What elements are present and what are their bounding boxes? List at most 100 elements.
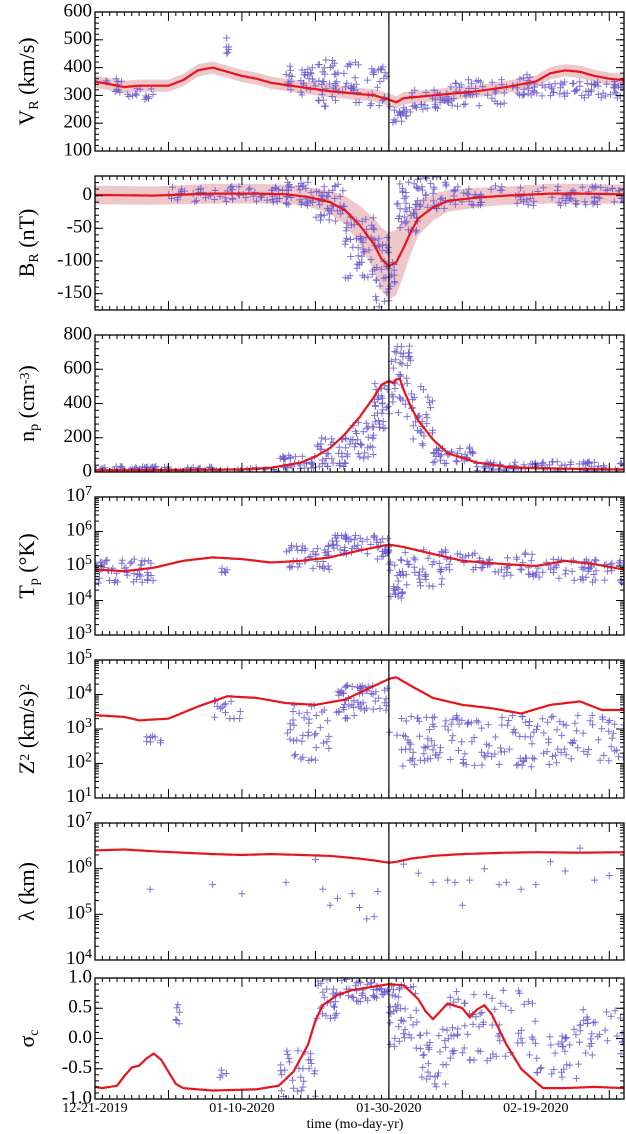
obs-point: [469, 1020, 477, 1028]
obs-point: [282, 70, 290, 78]
obs-point: [472, 564, 480, 571]
obs-point: [498, 183, 506, 191]
obs-point: [427, 404, 434, 412]
obs-point: [553, 759, 561, 767]
model-line-z2: [95, 676, 624, 722]
obs-point: [96, 558, 104, 566]
obs-point: [329, 186, 337, 194]
obs-point: [413, 714, 421, 722]
obs-point: [357, 979, 365, 987]
obs-point: [312, 744, 320, 752]
obs-point: [218, 703, 226, 711]
x-tick-label: 01-10-2020: [209, 1101, 274, 1116]
obs-point: [222, 43, 230, 51]
obs-point: [448, 101, 456, 109]
y-tick-label-tp: 104: [66, 587, 92, 610]
obs-point: [594, 78, 602, 86]
obs-point: [459, 1049, 467, 1057]
obs-point: [574, 744, 582, 752]
plot-area-br: [95, 176, 624, 310]
obs-point: [438, 194, 446, 202]
obs-point: [136, 85, 144, 93]
obs-point: [278, 1087, 285, 1095]
obs-point: [370, 423, 377, 431]
obs-point: [414, 869, 422, 877]
obs-point: [281, 455, 289, 463]
obs-point: [125, 93, 133, 100]
obs-point: [397, 556, 405, 564]
obs-point: [324, 463, 332, 471]
obs-point: [276, 195, 283, 203]
y-ticks-br: [95, 175, 624, 308]
panel-np: 0 200 400 600 800 np (cm-3): [14, 323, 625, 481]
obs-point: [291, 750, 299, 758]
obs-point: [415, 571, 423, 579]
obs-point: [513, 199, 521, 207]
obs-point: [562, 721, 570, 729]
obs-point: [348, 890, 356, 898]
obs-point: [409, 422, 417, 430]
obs-point: [433, 445, 440, 453]
y-axis-title-tp: Tp (°K): [14, 533, 42, 598]
y-tick-label-vr: 200: [64, 112, 93, 133]
obs-point: [301, 544, 309, 552]
obs-point: [498, 721, 506, 729]
obs-point: [604, 567, 611, 575]
obs-point: [286, 720, 294, 728]
obs-point: [405, 349, 412, 357]
obs-point: [283, 729, 291, 737]
obs-point: [369, 705, 377, 713]
obs-point: [429, 189, 437, 197]
obs-point: [413, 226, 421, 234]
obs-point: [606, 717, 614, 724]
obs-point: [384, 546, 392, 554]
obs-point: [429, 878, 437, 886]
y-ticks-sigma: [95, 977, 624, 1100]
obs-point: [446, 1054, 454, 1062]
obs-point: [263, 196, 271, 204]
obs-point: [545, 761, 553, 768]
obs-point: [315, 77, 323, 85]
obs-point: [325, 189, 333, 196]
obs-point: [461, 750, 469, 758]
y-axis-title-np: np (cm-3): [14, 365, 42, 442]
obs-point: [165, 467, 173, 472]
obs-point: [317, 211, 325, 219]
obs-point: [568, 567, 576, 575]
obs-point: [391, 561, 399, 569]
obs-point: [475, 1023, 483, 1031]
obs-point: [559, 1042, 567, 1050]
obs-point: [325, 744, 333, 752]
obs-point: [484, 749, 492, 757]
obs-point: [282, 878, 290, 886]
obs-point: [296, 186, 304, 194]
obs-point: [386, 1003, 394, 1011]
obs-point: [557, 84, 564, 92]
model-line-lambda: [95, 848, 624, 864]
y-tick-label-vr: 500: [64, 28, 93, 49]
obs-point: [501, 1052, 509, 1060]
obs-point: [520, 91, 528, 99]
x-tick-label: 12-21-2019: [62, 1101, 127, 1116]
obs-point: [603, 1008, 610, 1016]
obs-point: [432, 751, 439, 759]
obs-point: [429, 746, 437, 754]
obs-point: [517, 184, 524, 192]
y-ticks-np: [95, 334, 624, 473]
obs-point: [441, 722, 449, 730]
obs-point: [417, 1045, 425, 1053]
obs-point: [435, 559, 443, 567]
obs-point: [427, 180, 435, 188]
obs-point: [342, 227, 350, 235]
obs-point: [601, 1026, 609, 1034]
obs-point: [305, 75, 313, 83]
obs-point: [563, 89, 571, 97]
obs-point: [487, 1054, 495, 1062]
obs-point: [373, 538, 381, 546]
obs-point: [442, 548, 450, 556]
obs-point: [420, 196, 428, 204]
x-tick-label: 01-30-2020: [356, 1101, 421, 1116]
obs-point: [587, 88, 595, 96]
obs-point: [422, 744, 430, 752]
obs-point: [618, 460, 624, 468]
